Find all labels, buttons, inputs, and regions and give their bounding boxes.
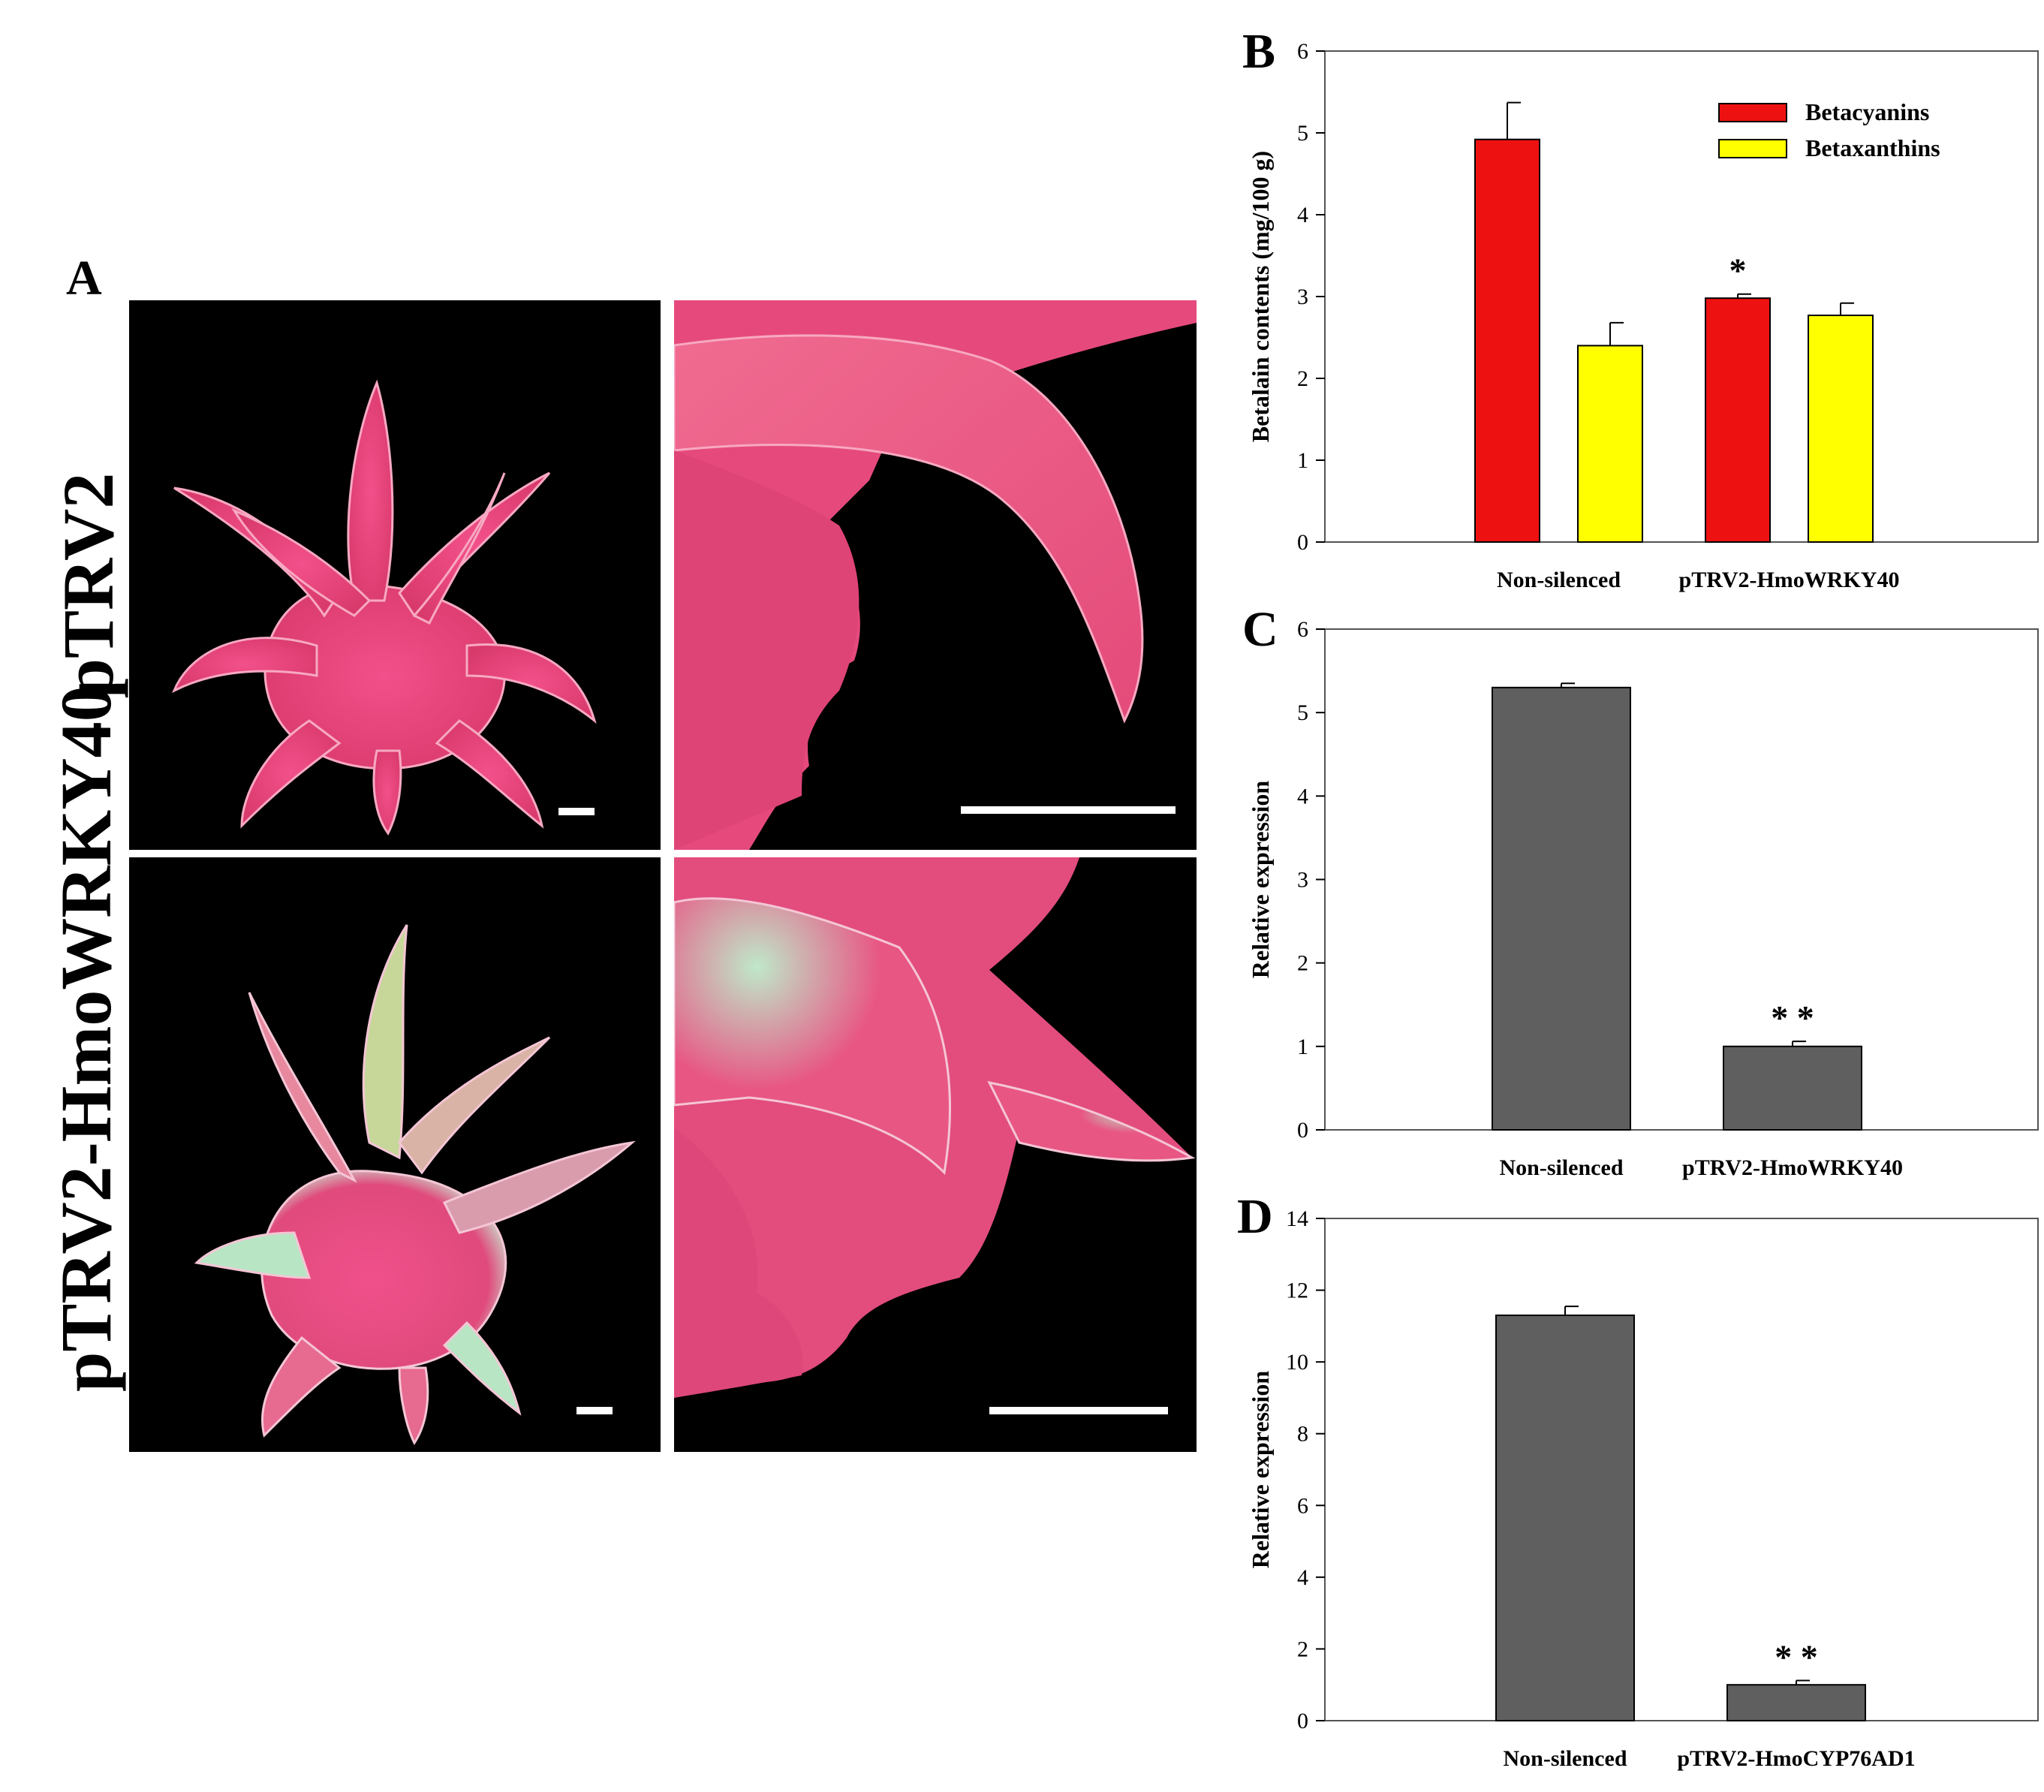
panel-a-letter: A	[66, 251, 102, 306]
panel-letter-c: C	[1242, 602, 1278, 657]
y-tick-label: 1	[1297, 1035, 1308, 1059]
y-tick-label: 6	[1297, 39, 1308, 64]
y-tick-label: 6	[1297, 617, 1308, 642]
bar	[1492, 686, 1631, 1131]
y-tick-label: 2	[1297, 1637, 1308, 1661]
bract-closeup-illustration	[674, 300, 1197, 850]
scale-bar-silenced-closeup	[989, 1407, 1168, 1414]
legend-label: Betacyanins	[1805, 98, 1929, 125]
fruit-illustration-silenced	[194, 924, 636, 1445]
y-tick-label: 0	[1297, 1709, 1308, 1733]
y-tick-label: 6	[1297, 1493, 1308, 1518]
y-tick-label: 8	[1297, 1422, 1308, 1447]
y-tick-label: 4	[1297, 203, 1308, 227]
photo-hmowrky40-closeup	[674, 857, 1197, 1452]
y-tick-label: 2	[1297, 366, 1308, 391]
bar	[1723, 1045, 1862, 1131]
chart-d: D 0 2 4 6 8 10 12 14 Relative expression * * Non-si…	[1237, 1189, 2039, 1771]
legend-label: Betaxanthins	[1805, 134, 1940, 161]
panel-letter-b: B	[1242, 24, 1275, 79]
y-axis-label: Relative expression	[1247, 1371, 1274, 1569]
panel-letter-d: D	[1237, 1189, 1273, 1244]
y-tick-label: 3	[1297, 285, 1308, 309]
category-label: pTRV2-HmoWRKY40	[1682, 1155, 1903, 1180]
bar	[1495, 1315, 1635, 1722]
fruit-illustration	[172, 379, 597, 836]
y-tick-label: 5	[1297, 121, 1308, 146]
y-tick-label: 2	[1297, 951, 1308, 976]
significance-mark: * *	[1771, 998, 1814, 1037]
photo-ptrv2-whole-fruit	[129, 300, 661, 850]
y-tick-label: 14	[1286, 1206, 1308, 1231]
y-tick-label: 0	[1297, 530, 1308, 555]
photo-ptrv2-closeup	[674, 300, 1197, 850]
category-label: pTRV2-HmoWRKY40	[1679, 568, 1900, 592]
category-label: Non-silenced	[1497, 568, 1621, 592]
significance-mark: * *	[1775, 1637, 1818, 1676]
bar	[1474, 138, 1540, 544]
y-axis-label: Betalain contents (mg/100 g)	[1247, 151, 1274, 442]
category-label: Non-silenced	[1500, 1155, 1624, 1180]
legend-swatch	[1718, 139, 1787, 158]
y-tick-label: 4	[1297, 784, 1308, 809]
y-tick-label: 5	[1297, 700, 1308, 725]
bar	[1726, 1684, 1866, 1722]
scale-bar-silenced	[576, 1407, 613, 1414]
category-label: pTRV2-HmoCYP76AD1	[1677, 1746, 1915, 1771]
chart-c: C 0 1 2 3 4 5 6 Relative expression * * Non-silenc…	[1242, 602, 2039, 1180]
y-tick-label: 4	[1297, 1565, 1308, 1590]
y-axis-label: Relative expression	[1247, 781, 1274, 979]
scale-bar-closeup	[961, 806, 1176, 814]
plot-frame	[1324, 628, 2039, 1131]
photo-hmowrky40-whole-fruit	[129, 857, 661, 1452]
significance-mark: *	[1729, 251, 1747, 290]
plot-frame	[1324, 1218, 2039, 1721]
bar	[1705, 297, 1771, 543]
y-tick-label: 10	[1286, 1350, 1308, 1375]
bract-closeup-silenced-illustration	[674, 857, 1196, 1398]
bar	[1808, 315, 1874, 543]
scale-bar	[558, 808, 595, 815]
legend-swatch	[1718, 103, 1787, 122]
y-tick-label: 0	[1297, 1118, 1308, 1143]
category-label: Non-silenced	[1504, 1746, 1627, 1771]
y-tick-label: 3	[1297, 868, 1308, 893]
y-tick-label: 12	[1286, 1278, 1308, 1303]
bar	[1577, 345, 1643, 543]
plot-frame	[1324, 50, 2039, 543]
chart-b: B 0 1 2 3 4 5 6 Betalain contents (mg/100 g) * Non…	[1242, 24, 2039, 592]
y-tick-label: 1	[1297, 448, 1308, 473]
